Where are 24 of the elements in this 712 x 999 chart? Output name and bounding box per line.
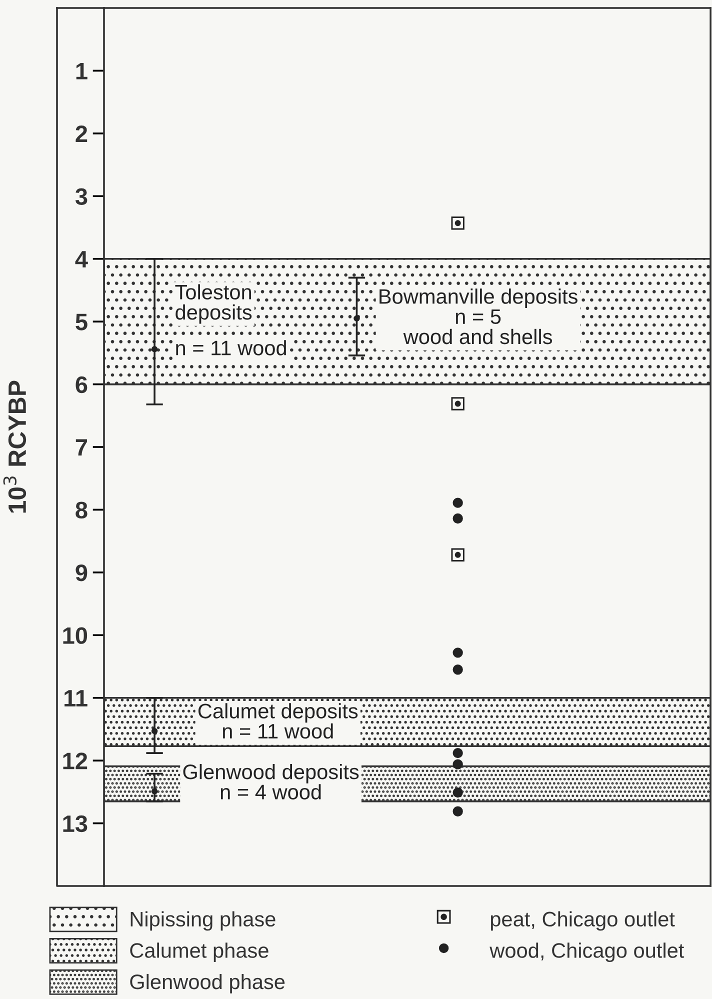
- y-tick-label: 11: [64, 690, 88, 706]
- annotation: Glenwood deposits n = 4 wood: [183, 764, 359, 800]
- annotation: Bowmanville deposits n = 5 wood and shells: [380, 288, 578, 344]
- legend-label: Nipissing phase: [130, 911, 276, 931]
- legend-label: Calumet phase: [130, 942, 268, 962]
- y-tick-label: 2: [76, 125, 88, 142]
- legend-label: wood, Chicago outlet: [490, 942, 684, 962]
- y-tick-label: 8: [76, 502, 88, 518]
- legend-label: peat, Chicago outlet: [490, 911, 675, 931]
- y-tick-label: 7: [76, 439, 87, 456]
- y-tick-label: 9: [76, 564, 88, 582]
- y-tick-label: 6: [76, 376, 88, 394]
- y-tick-label: 10: [63, 627, 88, 644]
- y-tick-label: 12: [63, 752, 88, 770]
- y-axis-title: 10$^{3}$ RCYBP: [3, 380, 26, 513]
- y-tick-label: 4: [75, 251, 88, 268]
- y-tick-label: 13: [63, 815, 88, 832]
- annotation: n = 11 wood: [176, 340, 286, 356]
- legend-label: Glenwood phase: [130, 974, 285, 994]
- annotation: Toleston deposits: [175, 284, 252, 324]
- annotation: Calumet deposits n = 11 wood: [198, 703, 358, 739]
- y-tick-label: 3: [75, 188, 88, 205]
- y-tick-label: 1: [76, 63, 88, 80]
- y-tick-label: 5: [76, 314, 88, 330]
